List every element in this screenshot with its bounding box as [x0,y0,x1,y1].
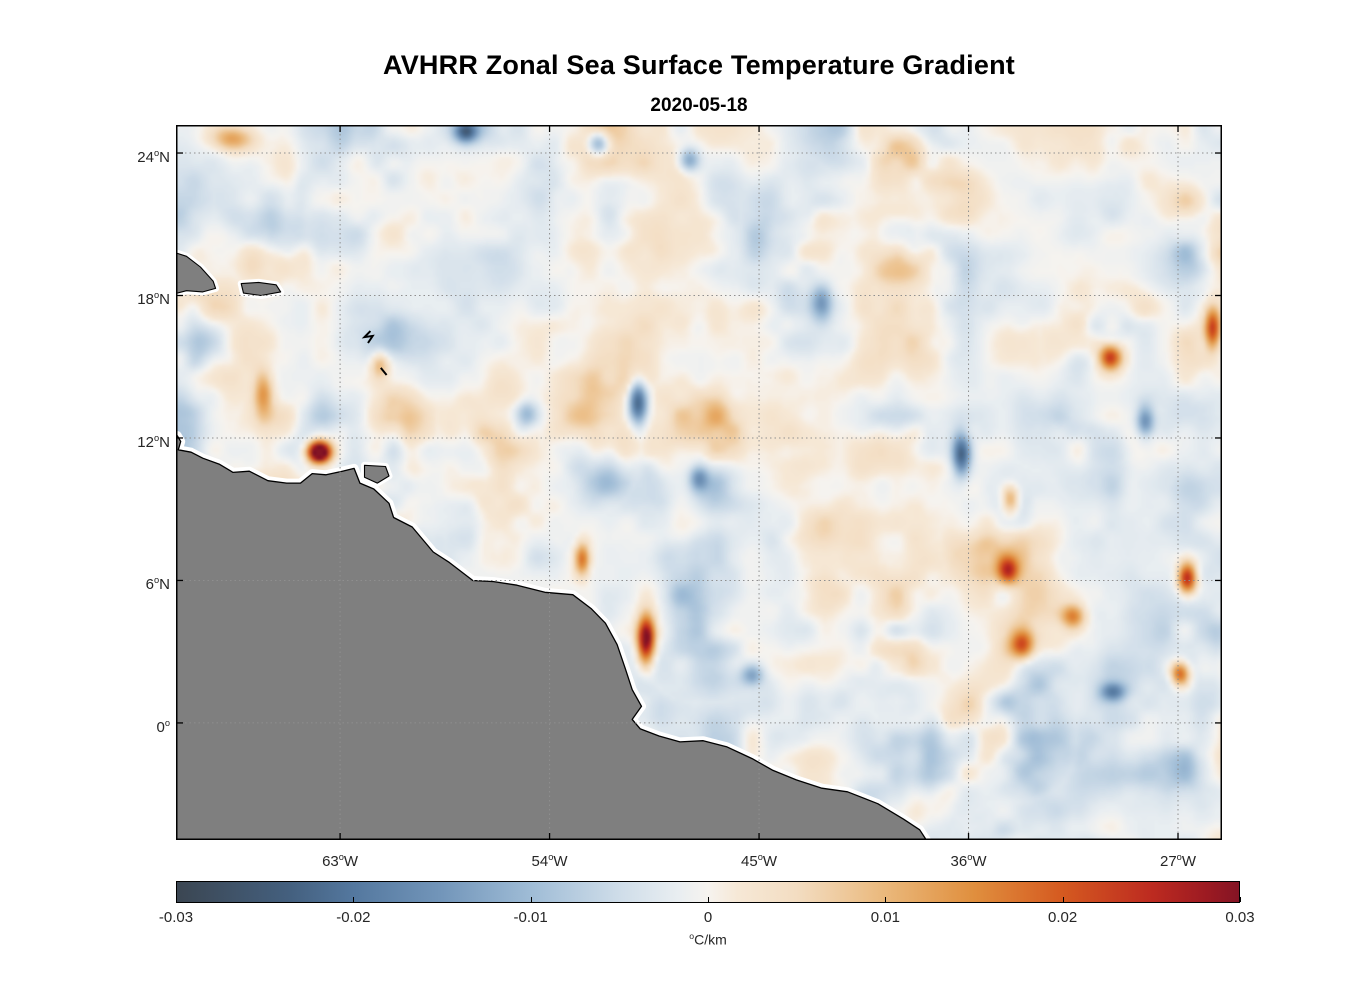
island [176,252,217,294]
map-overlay [176,125,1222,840]
minor-island [361,330,375,344]
y-tick-label: 12oN [137,432,170,451]
y-tick-label: 6oN [145,575,170,594]
colorbar-tick-label: 0 [703,909,713,926]
colorbar-tick-mark [885,897,887,902]
colorbar-tick-mark [1240,897,1241,902]
colorbar-tick-mark [530,897,532,902]
x-tick-label: 36oW [950,852,987,870]
map-plot [176,125,1222,840]
colorbar-tick-label: -0.01 [513,909,548,926]
colorbar-tick-label: 0.01 [870,909,900,926]
chart-subtitle: 2020-05-18 [650,95,748,116]
x-tick-label: 45oW [741,852,778,870]
colorbar-tick-mark [708,897,709,902]
axes-frame [176,125,1222,840]
colorbar-gradient [176,881,1240,903]
colorbar-tick-mark [176,897,177,902]
y-tick-label: 24oN [137,148,170,167]
colorbar-tick-mark [353,897,355,902]
y-tick-label: 0o [156,717,170,736]
x-tick-label: 54oW [531,852,568,870]
unit-text: C/km [694,931,727,948]
degree-symbol: o [689,931,695,941]
colorbar-tick-label: -0.03 [158,909,194,926]
colorbar-tick-mark [1062,897,1064,902]
colorbar-tick-label: 0.02 [1048,909,1078,926]
colorbar-unit-label: oC/km [176,931,1240,948]
x-tick-label: 27oW [1159,852,1197,870]
chart-title: AVHRR Zonal Sea Surface Temperature Grad… [383,50,1015,80]
island [363,464,390,484]
x-tick-label: 63oW [322,852,359,870]
land-mainland [176,434,928,840]
colorbar-tick-label: 0.03 [1225,909,1255,926]
y-tick-label: 18oN [137,290,170,309]
island [240,281,282,297]
colorbar-tick-label: -0.02 [336,909,371,926]
minor-island [380,367,388,376]
